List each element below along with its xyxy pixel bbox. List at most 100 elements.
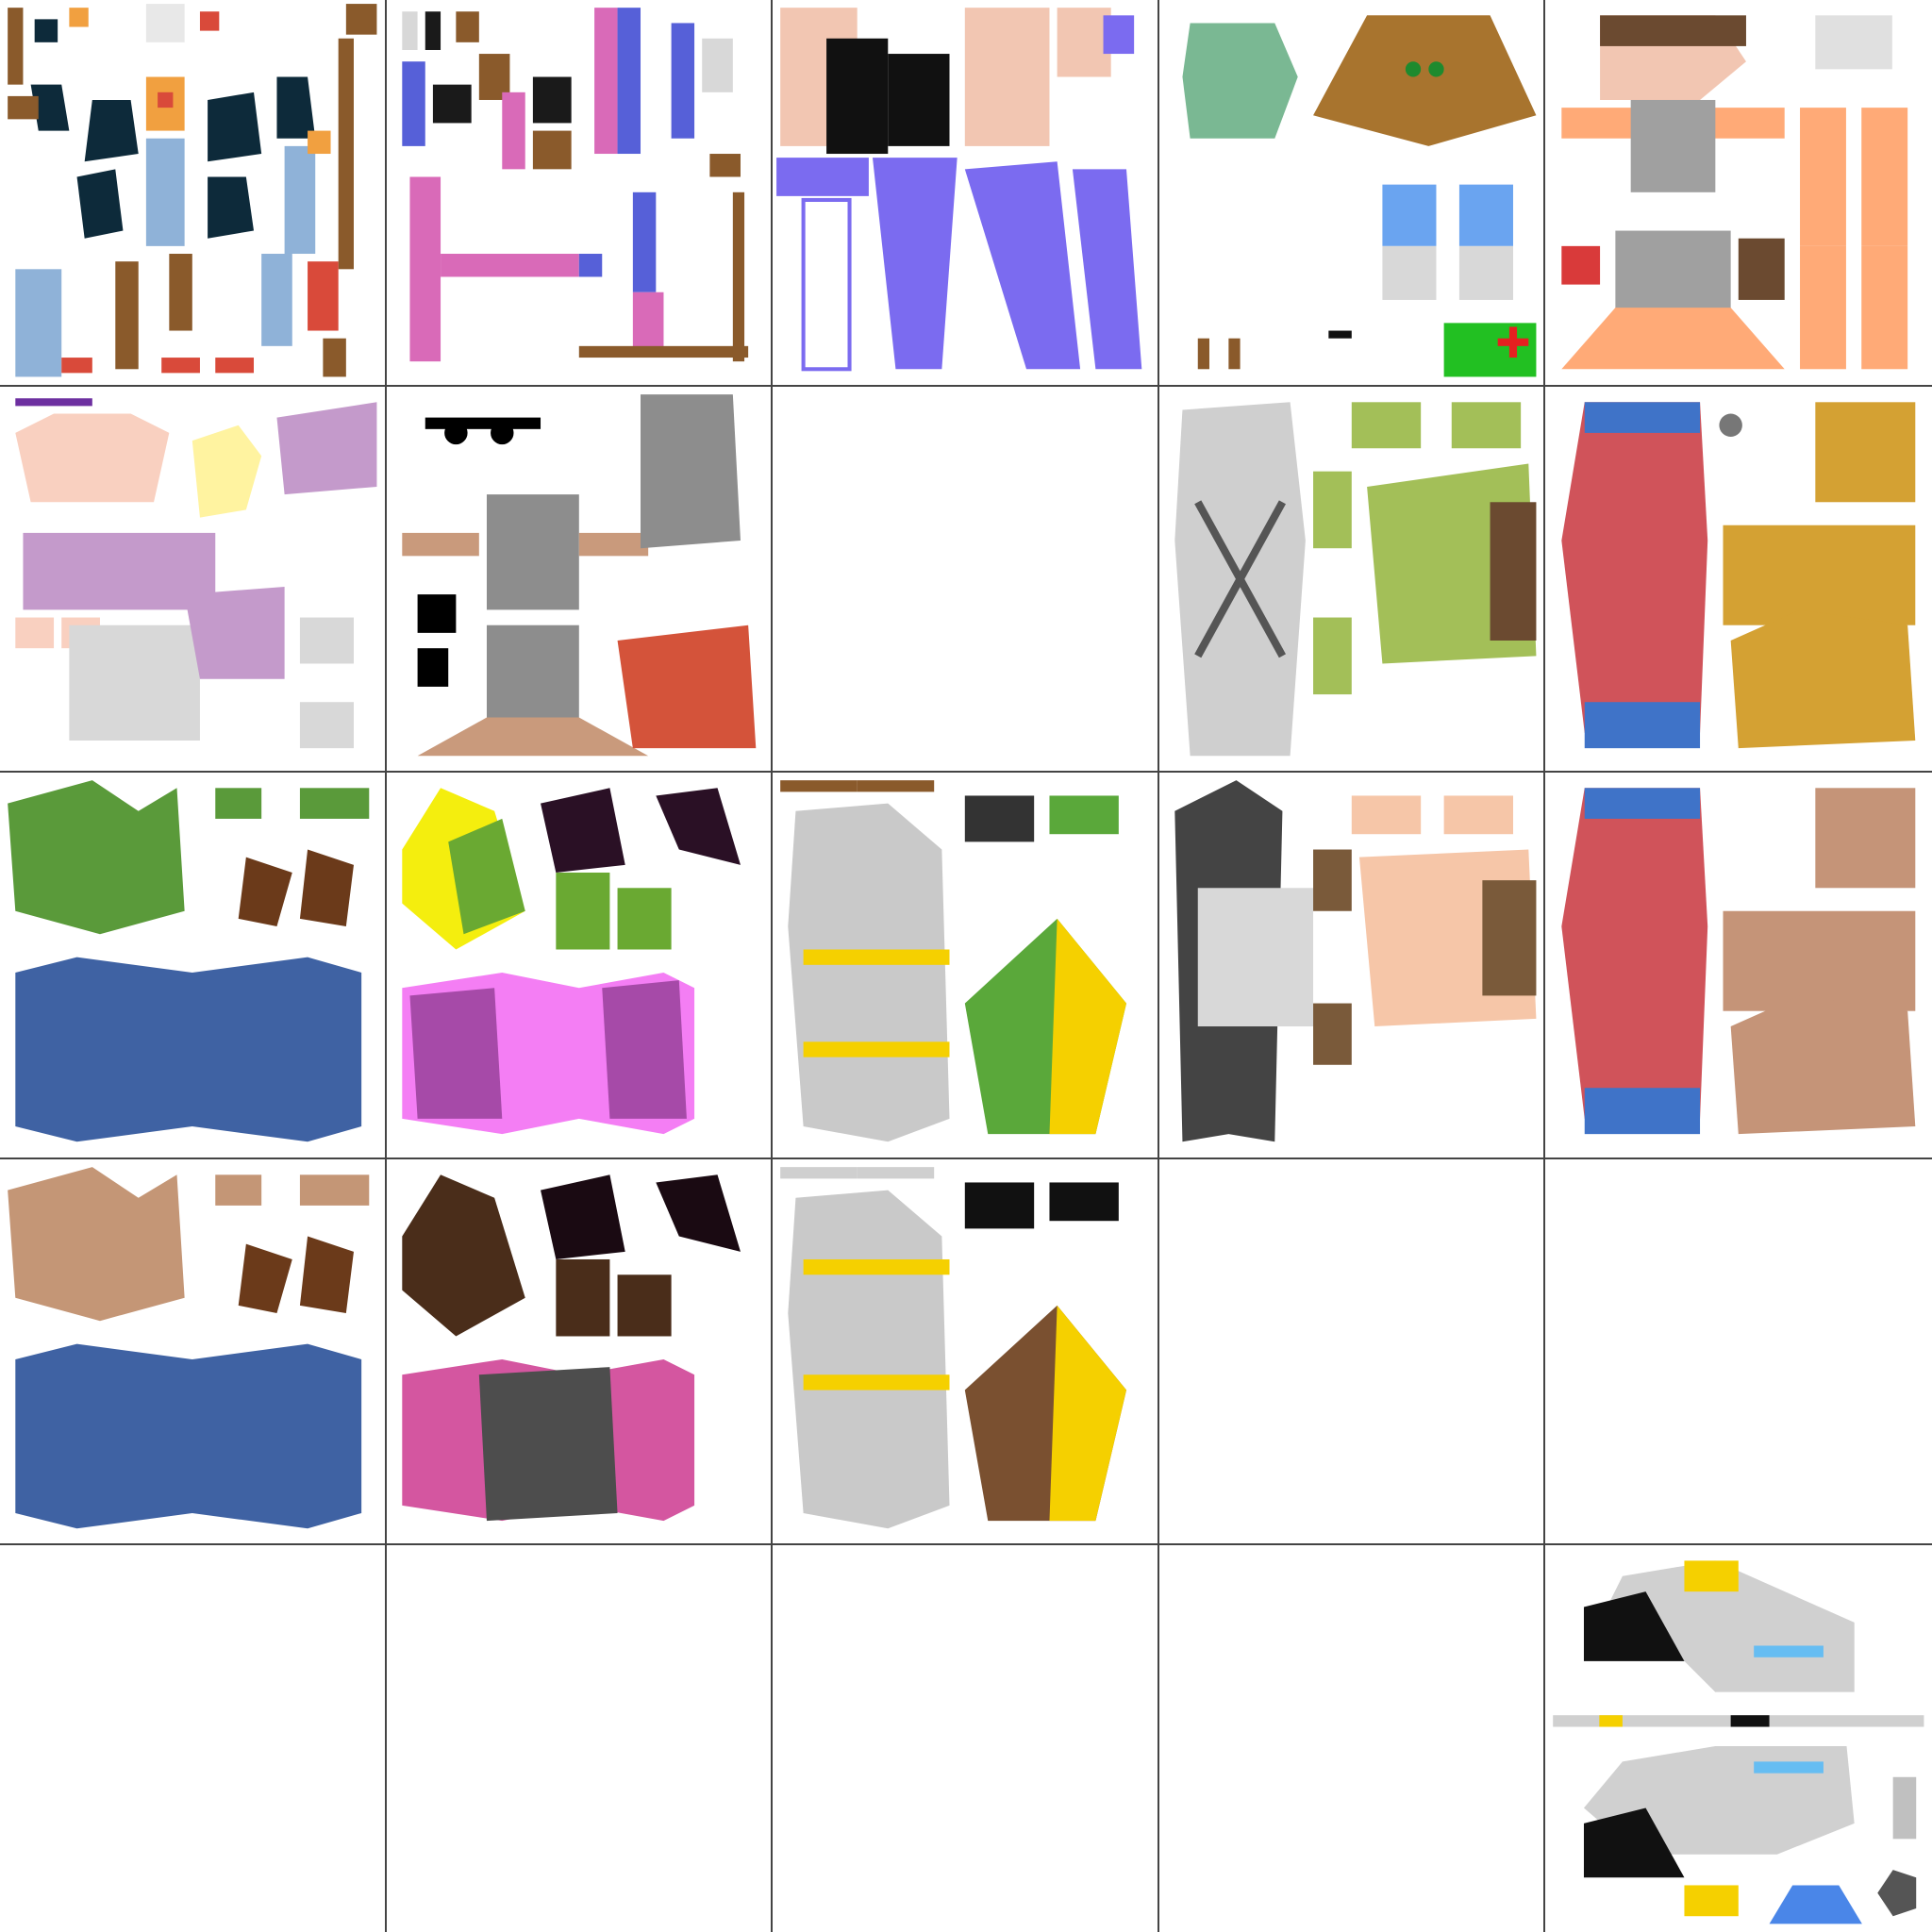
legs — [69, 625, 200, 741]
tan-arms — [1815, 788, 1916, 889]
blue-shorts — [1585, 701, 1701, 748]
dress-sheet — [776, 8, 1142, 372]
orange-limb-4 — [1861, 245, 1908, 370]
gray-dot — [1719, 413, 1743, 437]
yellow-stripe-2 — [803, 1041, 950, 1058]
brown-hair — [1482, 880, 1537, 996]
blue-jeans-back — [15, 269, 62, 377]
atlas-cell-c30 — [0, 1158, 387, 1546]
atlas-cell-c43 — [1159, 1545, 1546, 1932]
spring-coil — [145, 4, 185, 42]
atlas-cell-c20 — [0, 773, 387, 1159]
arm-2 — [578, 532, 648, 556]
blue-dome — [1769, 1885, 1863, 1924]
gray-torso — [486, 493, 579, 609]
blue-collar — [1585, 401, 1701, 433]
brown-back — [1490, 501, 1537, 641]
hand-2 — [1443, 795, 1513, 835]
eye-right — [1428, 61, 1444, 77]
black-hair — [826, 38, 889, 155]
ear — [1312, 849, 1352, 911]
yellow-stripe — [803, 1258, 950, 1275]
atlas-cell-c32 — [773, 1158, 1159, 1546]
red-shirt-tan-sheet — [1561, 788, 1916, 1135]
dark-shirt-front — [84, 99, 139, 162]
yellow-stripe — [803, 949, 950, 965]
purple-panel-2 — [1073, 169, 1142, 370]
lilac-torso — [23, 532, 216, 609]
foot-2 — [299, 701, 354, 748]
dark-head — [401, 1174, 525, 1337]
blue-suit — [15, 1343, 362, 1529]
wood-strip — [8, 8, 24, 85]
gray-suit — [788, 803, 950, 1142]
foot — [299, 617, 354, 664]
wood-post — [338, 38, 354, 270]
atlas-cell-c03 — [1158, 0, 1546, 387]
blue-jeans-leg-2 — [284, 145, 316, 255]
tan-torso — [1723, 910, 1916, 1011]
hand-2 — [299, 788, 370, 820]
device-light — [158, 92, 174, 108]
hazard-stripe-top — [1684, 1560, 1740, 1592]
dark-hair — [964, 1182, 1035, 1229]
atlas-cell-c13 — [1158, 386, 1546, 774]
orange-limb-2 — [1861, 108, 1908, 246]
green-panel — [1182, 23, 1298, 139]
green-hand — [1049, 795, 1120, 835]
blue-cuff — [578, 254, 602, 277]
orange-patch — [69, 8, 89, 27]
brown-block — [478, 54, 510, 100]
eye-left — [1405, 61, 1421, 77]
dark-shirt-back — [208, 92, 262, 162]
green-face — [447, 819, 525, 935]
atlas-cell-c21 — [386, 773, 774, 1159]
head — [15, 413, 170, 502]
strap-2 — [1193, 499, 1286, 658]
purple-panel — [409, 988, 502, 1120]
blue-limb-2 — [671, 23, 694, 139]
hand — [15, 617, 55, 648]
face — [1057, 8, 1111, 77]
green-hand-2 — [617, 888, 672, 950]
blue-sleeve — [1382, 184, 1437, 246]
skin-strips — [964, 8, 1050, 146]
pink-arm-h — [440, 254, 579, 277]
atlas-cell-c10 — [0, 386, 387, 774]
brown-shape — [532, 130, 572, 170]
brown-shoe-2 — [299, 849, 354, 927]
dark-block — [432, 84, 472, 124]
atlas-cell-c23 — [1158, 773, 1546, 1159]
red-badge — [199, 11, 220, 31]
tan-head — [8, 1166, 185, 1321]
hand — [1351, 795, 1421, 835]
blue-suit — [15, 957, 362, 1142]
blue-collar — [1585, 788, 1701, 820]
mustard-torso — [1723, 525, 1916, 625]
atlas-cell-c31 — [386, 1158, 774, 1546]
blue-long-limb — [617, 8, 641, 155]
gray-suit-sheet — [780, 780, 1127, 1142]
lilac-body-sheet — [15, 397, 377, 748]
gray-center — [478, 1366, 618, 1521]
atlas-cell-c01 — [386, 0, 774, 387]
dark-hair — [964, 795, 1035, 842]
orange-cuff — [308, 130, 331, 155]
gray-glove-2 — [1458, 245, 1513, 300]
limbs-sheet — [401, 8, 748, 362]
brown-stub-2 — [1228, 338, 1241, 370]
tux-sheet — [1174, 780, 1537, 1142]
small-part — [455, 11, 479, 42]
hand — [555, 1258, 609, 1337]
blue-leg — [632, 192, 656, 292]
hand-2 — [617, 1274, 672, 1337]
ring — [708, 154, 741, 177]
sunglasses-frame — [425, 417, 541, 429]
hand — [215, 788, 262, 820]
atlas-cell-c34 — [1545, 1159, 1932, 1546]
mustard-arms — [1815, 401, 1916, 502]
green-hand-2 — [1451, 401, 1521, 448]
atlas-cell-c41 — [387, 1545, 774, 1932]
leg-skin — [417, 717, 648, 756]
